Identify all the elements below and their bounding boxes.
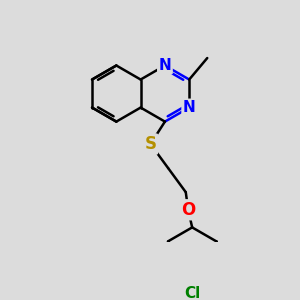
Text: S: S xyxy=(145,135,157,153)
Text: N: N xyxy=(183,100,196,115)
Text: O: O xyxy=(181,201,195,219)
Text: Cl: Cl xyxy=(184,286,200,300)
Text: N: N xyxy=(158,58,171,73)
